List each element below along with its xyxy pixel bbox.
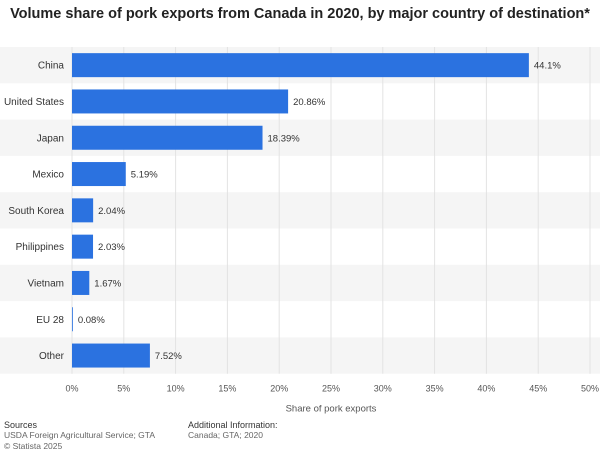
value-label: 18.39% bbox=[268, 133, 301, 144]
category-label: Mexico bbox=[32, 170, 64, 181]
bar bbox=[72, 198, 94, 223]
bar bbox=[72, 162, 126, 187]
x-tick-label: 40% bbox=[477, 384, 495, 394]
additional-info-block: Additional Information: Canada; GTA; 202… bbox=[188, 420, 278, 441]
x-tick-label: 35% bbox=[426, 384, 444, 394]
category-labels: China United States Japan Mexico South Korea… bbox=[4, 61, 65, 362]
value-label: 1.67% bbox=[94, 278, 121, 289]
row-band bbox=[0, 192, 600, 229]
x-tick-label: 0% bbox=[65, 384, 78, 394]
x-tick-label: 5% bbox=[117, 384, 130, 394]
x-tick-label: 50% bbox=[581, 384, 599, 394]
category-label: Philippines bbox=[16, 242, 64, 253]
x-tick-label: 20% bbox=[270, 384, 288, 394]
x-tick-label: 25% bbox=[322, 384, 340, 394]
additional-info-text: Canada; GTA; 2020 bbox=[188, 430, 263, 440]
bar bbox=[72, 307, 73, 332]
category-label: South Korea bbox=[8, 206, 64, 217]
value-label: 44.1% bbox=[534, 61, 561, 72]
value-label: 2.03% bbox=[98, 242, 125, 253]
value-label: 20.86% bbox=[293, 97, 326, 108]
category-label: EU 28 bbox=[36, 315, 64, 326]
value-labels: 44.1% 20.86% 18.39% 5.19% 2.04% 2.03% 1.67% 0.0… bbox=[78, 61, 562, 362]
value-label: 5.19% bbox=[131, 170, 158, 181]
bar bbox=[72, 270, 90, 295]
category-label: Other bbox=[39, 351, 65, 362]
bar bbox=[72, 89, 289, 114]
x-tick-label: 15% bbox=[218, 384, 236, 394]
value-label: 7.52% bbox=[155, 351, 182, 362]
value-label: 0.08% bbox=[78, 315, 105, 326]
bar bbox=[72, 53, 529, 78]
chart-title: Volume share of pork exports from Canada… bbox=[10, 6, 590, 22]
x-axis-title: Share of pork exports bbox=[286, 404, 377, 415]
additional-info-title[interactable]: Additional Information: bbox=[188, 419, 278, 430]
row-band bbox=[0, 264, 600, 302]
value-label: 2.04% bbox=[98, 206, 125, 217]
bar bbox=[72, 125, 263, 150]
x-tick-label: 10% bbox=[167, 384, 185, 394]
bar bbox=[72, 343, 150, 368]
category-label: China bbox=[38, 61, 65, 72]
x-tick-labels: 0% 5% 10% 15% 20% 25% 30% 35% 40% 45% 50% bbox=[65, 384, 599, 394]
sources-text: USDA Foreign Agricultural Service; GTA bbox=[4, 430, 156, 440]
x-tick-label: 30% bbox=[374, 384, 392, 394]
category-label: Japan bbox=[37, 133, 64, 144]
copyright: © Statista 2025 bbox=[4, 440, 63, 451]
category-label: United States bbox=[4, 97, 64, 108]
x-tick-label: 45% bbox=[529, 384, 547, 394]
sources-title[interactable]: Sources bbox=[4, 419, 38, 430]
bar bbox=[72, 234, 94, 259]
sources-block: Sources USDA Foreign Agricultural Servic… bbox=[4, 420, 155, 452]
bars bbox=[72, 53, 529, 368]
category-label: Vietnam bbox=[27, 278, 64, 289]
